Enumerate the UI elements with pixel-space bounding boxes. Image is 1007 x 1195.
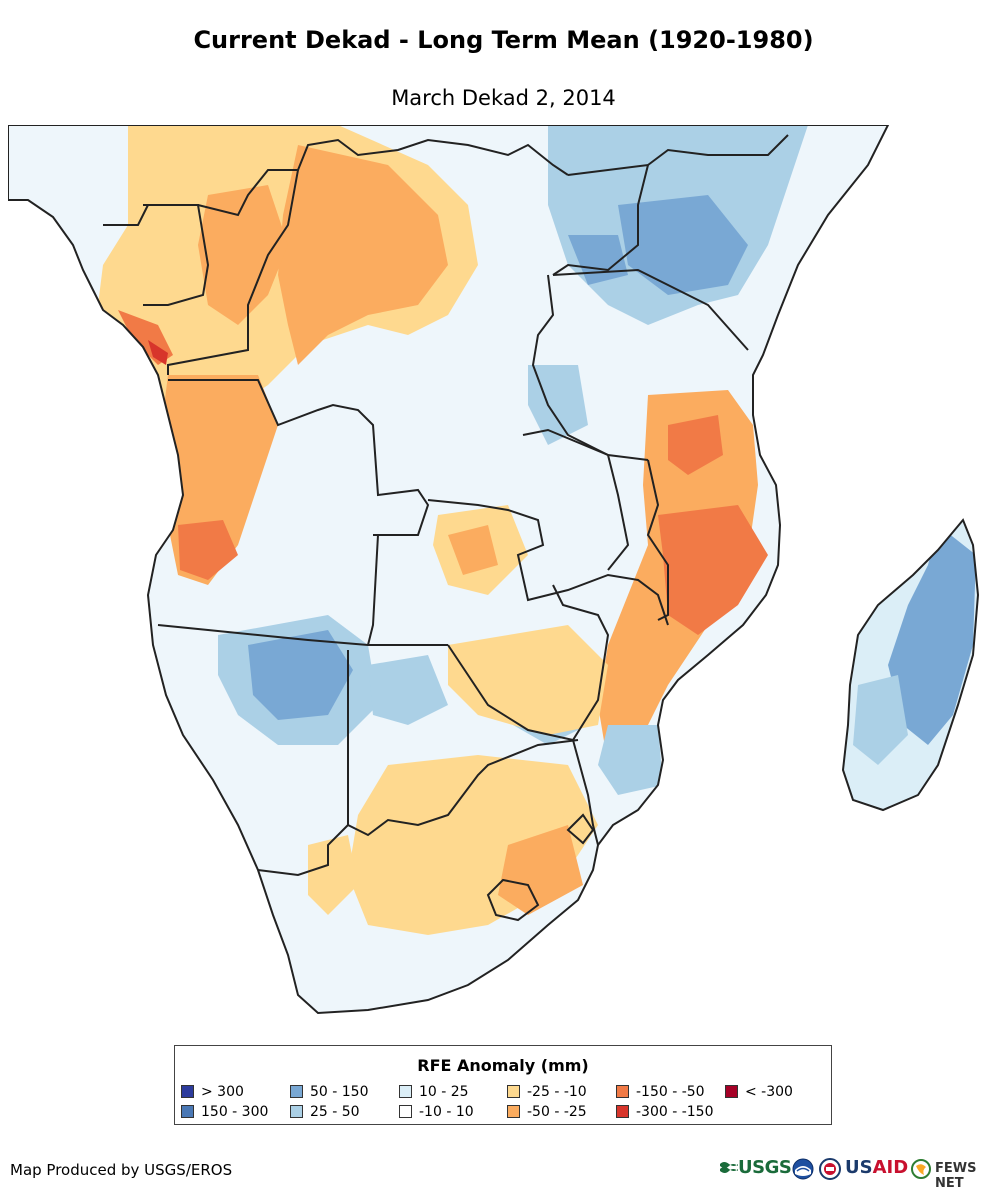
legend-label: < -300 [745,1084,793,1100]
legend-label: -150 - -50 [636,1084,705,1100]
fews-net-logo-text: FEWS NET [935,1161,977,1191]
usgs-logo: USGS [720,1157,792,1178]
legend-item: 10 - 25 [399,1084,474,1104]
legend-item: -25 - -10 [507,1084,587,1104]
usgs-logo-text: USGS [738,1157,792,1178]
legend: RFE Anomaly (mm) > 300 150 - 300 50 - 15… [174,1045,832,1125]
legend-item: -10 - 10 [399,1104,474,1124]
legend-label: 50 - 150 [310,1084,369,1100]
noaa-logo-icon [792,1158,814,1180]
map-subtitle: March Dekad 2, 2014 [391,86,616,110]
legend-item: > 300 [181,1084,268,1104]
legend-label: -50 - -25 [527,1104,587,1120]
legend-label: -25 - -10 [527,1084,587,1100]
rainfall-anomaly-map [8,125,980,1015]
usaid-logo: USAID [845,1157,908,1178]
mainland-coastline [8,125,890,1015]
legend-item: -50 - -25 [507,1104,587,1124]
legend-column-5: -150 - -50 -300 - -150 [616,1084,714,1124]
legend-swatch [290,1085,303,1098]
legend-item: -300 - -150 [616,1104,714,1124]
legend-item: 25 - 50 [290,1104,369,1124]
legend-label: 150 - 300 [201,1104,269,1120]
legend-column-6: < -300 [725,1084,793,1104]
legend-title: RFE Anomaly (mm) [417,1056,589,1075]
legend-label: -300 - -150 [636,1104,714,1120]
legend-item: 150 - 300 [181,1104,268,1124]
department-seal-icon [819,1158,841,1180]
legend-swatch [616,1085,629,1098]
usgs-wave-icon [720,1162,738,1173]
legend-swatch [181,1105,194,1118]
legend-swatch [616,1105,629,1118]
credit-text: Map Produced by USGS/EROS [10,1161,233,1179]
usaid-logo-aid: AID [872,1157,909,1178]
legend-swatch [181,1085,194,1098]
legend-column-2: 50 - 150 25 - 50 [290,1084,369,1124]
fews-globe-icon [911,1159,931,1179]
legend-label: 10 - 25 [419,1084,469,1100]
legend-swatch [399,1085,412,1098]
legend-label: -10 - 10 [419,1104,474,1120]
mainland-anomaly-field [8,125,888,1013]
legend-item: < -300 [725,1084,793,1104]
legend-label: 25 - 50 [310,1104,360,1120]
legend-item: -150 - -50 [616,1084,714,1104]
usaid-logo-us: US [845,1157,873,1178]
map-title: Current Dekad - Long Term Mean (1920-198… [193,26,814,54]
legend-swatch [507,1085,520,1098]
legend-item: 50 - 150 [290,1084,369,1104]
legend-column-4: -25 - -10 -50 - -25 [507,1084,587,1124]
legend-swatch [725,1085,738,1098]
country-borders [103,134,789,922]
legend-swatch [399,1105,412,1118]
legend-swatch [507,1105,520,1118]
legend-column-1: > 300 150 - 300 [181,1084,268,1124]
madagascar-coastline [841,518,980,812]
legend-column-3: 10 - 25 -10 - 10 [399,1084,474,1124]
legend-label: > 300 [201,1084,244,1100]
partner-logos: USGS USAID FEWS NET [720,1155,1002,1191]
legend-swatch [290,1105,303,1118]
